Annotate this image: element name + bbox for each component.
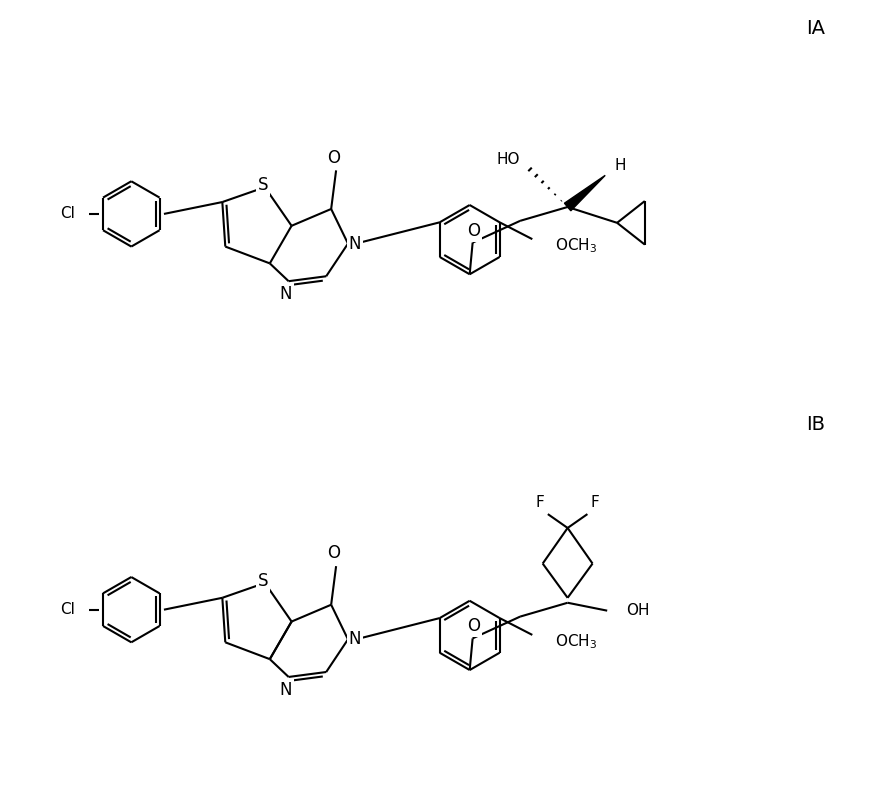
Text: Cl: Cl	[60, 207, 75, 222]
Text: N: N	[279, 285, 291, 303]
Text: O: O	[467, 618, 480, 636]
Text: S: S	[257, 572, 267, 590]
Text: O: O	[327, 544, 340, 562]
Text: OH: OH	[625, 603, 649, 618]
Polygon shape	[564, 175, 604, 211]
Text: N: N	[348, 234, 360, 252]
Text: N: N	[348, 630, 360, 648]
Text: S: S	[257, 176, 267, 194]
Text: N: N	[279, 681, 291, 699]
Text: O: O	[467, 222, 480, 240]
Text: IA: IA	[806, 20, 824, 39]
Text: O: O	[327, 149, 340, 167]
Text: F: F	[535, 494, 544, 510]
Text: IB: IB	[806, 415, 824, 434]
Text: F: F	[590, 494, 599, 510]
Text: OCH$_3$: OCH$_3$	[554, 237, 596, 255]
Text: H: H	[614, 158, 625, 173]
Text: Cl: Cl	[60, 602, 75, 617]
Text: HO: HO	[496, 152, 519, 167]
Text: OCH$_3$: OCH$_3$	[554, 633, 596, 651]
